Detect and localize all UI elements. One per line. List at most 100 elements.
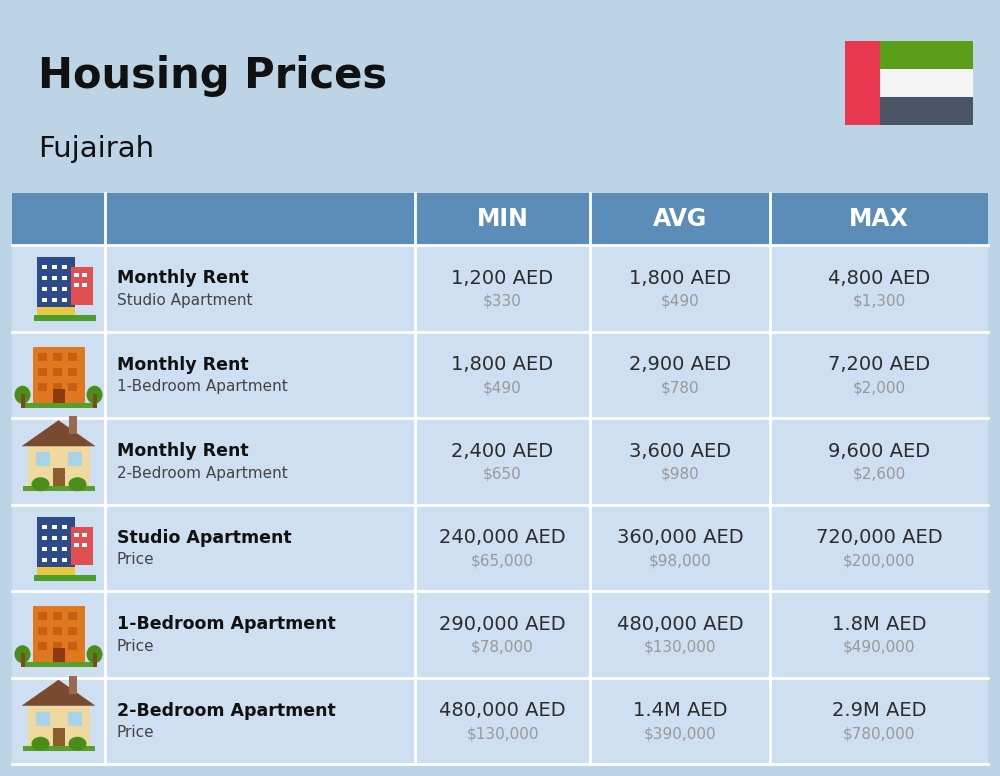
Bar [52, 612, 62, 620]
Bar [38, 643, 46, 650]
Bar [74, 533, 78, 537]
Bar [52, 627, 62, 636]
Text: $2,600: $2,600 [852, 466, 906, 482]
Bar [68, 712, 82, 726]
Bar [12, 591, 988, 677]
Polygon shape [22, 680, 96, 705]
Bar [74, 542, 78, 547]
Bar [62, 287, 66, 291]
Text: Price: Price [117, 553, 155, 567]
Bar [36, 517, 74, 575]
Bar [52, 468, 64, 487]
Text: 2,900 AED: 2,900 AED [629, 355, 731, 374]
Text: $98,000: $98,000 [649, 553, 711, 568]
Bar [82, 273, 87, 277]
Text: $390,000: $390,000 [644, 726, 716, 741]
Bar [68, 643, 76, 650]
Bar [52, 648, 64, 662]
Bar [42, 525, 46, 528]
Text: 4,800 AED: 4,800 AED [828, 268, 930, 288]
Text: Monthly Rent: Monthly Rent [117, 269, 249, 287]
Bar [42, 535, 46, 540]
Bar [62, 276, 66, 280]
Bar [36, 566, 74, 575]
Ellipse shape [87, 386, 103, 404]
Bar [880, 69, 973, 97]
Bar [52, 353, 62, 361]
Bar [52, 389, 64, 403]
Text: MAX: MAX [849, 207, 909, 231]
Bar [68, 676, 76, 694]
Text: 1,800 AED: 1,800 AED [451, 355, 554, 374]
Bar [92, 393, 96, 407]
Ellipse shape [68, 477, 87, 491]
Bar [52, 265, 56, 269]
Bar [62, 265, 66, 269]
Bar [70, 527, 92, 565]
Bar [74, 273, 78, 277]
Bar [12, 418, 988, 504]
Bar [52, 368, 62, 376]
Text: Monthly Rent: Monthly Rent [117, 355, 249, 374]
Ellipse shape [68, 736, 87, 750]
Bar [82, 542, 87, 547]
Text: 720,000 AED: 720,000 AED [816, 528, 942, 547]
Bar [82, 283, 87, 287]
Text: 2-Bedroom Apartment: 2-Bedroom Apartment [117, 466, 288, 481]
Bar [42, 276, 46, 280]
Bar [52, 525, 56, 528]
Bar [68, 353, 76, 361]
Bar [52, 547, 56, 551]
Bar [36, 307, 74, 315]
Text: $78,000: $78,000 [471, 639, 534, 655]
Bar [12, 677, 988, 764]
Bar [52, 535, 56, 540]
Bar [12, 331, 988, 418]
Text: Studio Apartment: Studio Apartment [117, 528, 292, 547]
Bar [52, 276, 56, 280]
Bar [52, 558, 56, 562]
Bar [36, 712, 50, 726]
Text: 1.4M AED: 1.4M AED [633, 702, 727, 720]
Bar [12, 193, 988, 245]
Bar [70, 267, 92, 305]
Bar [42, 547, 46, 551]
Bar [845, 41, 880, 125]
Ellipse shape [14, 386, 30, 404]
Text: 2-Bedroom Apartment: 2-Bedroom Apartment [117, 702, 336, 720]
Bar [12, 245, 988, 331]
Text: 360,000 AED: 360,000 AED [617, 528, 743, 547]
Text: $780,000: $780,000 [843, 726, 915, 741]
Text: 1-Bedroom Apartment: 1-Bedroom Apartment [117, 379, 288, 394]
Bar [42, 265, 46, 269]
Ellipse shape [32, 736, 50, 750]
Bar [42, 558, 46, 562]
Bar [52, 287, 56, 291]
Text: $490: $490 [483, 380, 522, 395]
Text: Monthly Rent: Monthly Rent [117, 442, 249, 460]
Text: $490,000: $490,000 [843, 639, 915, 655]
Text: 480,000 AED: 480,000 AED [439, 702, 566, 720]
Bar [24, 403, 92, 407]
Text: $490: $490 [661, 294, 699, 309]
Text: $130,000: $130,000 [644, 639, 716, 655]
Text: $650: $650 [483, 466, 522, 482]
Ellipse shape [32, 477, 50, 491]
Bar [62, 535, 66, 540]
Bar [68, 612, 76, 620]
Text: $2,000: $2,000 [852, 380, 906, 395]
Bar [68, 368, 76, 376]
Ellipse shape [87, 646, 103, 663]
Text: 1,200 AED: 1,200 AED [451, 268, 554, 288]
Bar [20, 653, 24, 667]
Text: Housing Prices: Housing Prices [38, 55, 387, 97]
Bar [32, 606, 84, 662]
Bar [68, 452, 82, 466]
Bar [28, 446, 90, 487]
Bar [36, 258, 74, 315]
Text: AVG: AVG [653, 207, 707, 231]
Text: 9,600 AED: 9,600 AED [828, 442, 930, 461]
Bar [62, 558, 66, 562]
Text: $980: $980 [661, 466, 699, 482]
Bar [22, 487, 94, 491]
